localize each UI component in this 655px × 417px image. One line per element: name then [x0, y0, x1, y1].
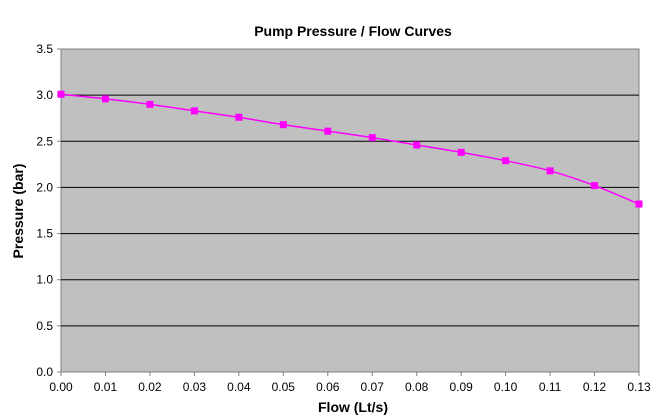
- x-tick-label: 0.06: [316, 380, 340, 394]
- x-tick-label: 0.00: [49, 380, 73, 394]
- data-point-marker: [413, 141, 421, 149]
- y-tick-label: 3.0: [36, 88, 53, 102]
- x-tick-label: 0.03: [183, 380, 207, 394]
- x-tick-label: 0.08: [405, 380, 429, 394]
- x-tick-label: 0.04: [227, 380, 251, 394]
- series-layer: [57, 90, 643, 208]
- y-tick-label: 0.5: [36, 319, 53, 333]
- data-point-marker: [235, 113, 243, 121]
- data-point-marker: [591, 182, 599, 190]
- data-point-marker: [457, 148, 465, 156]
- chart-title: Pump Pressure / Flow Curves: [254, 23, 452, 39]
- x-tick-label: 0.05: [272, 380, 296, 394]
- data-point-marker: [546, 167, 554, 175]
- y-axis-ticks: 0.0 0.5 1.0 1.5 2.0 2.5 3.0 3.5: [36, 42, 61, 379]
- data-point-marker: [146, 100, 154, 108]
- plot-area: [60, 48, 640, 373]
- x-tick-label: 0.01: [94, 380, 118, 394]
- data-point-marker: [368, 134, 376, 142]
- x-tick-label: 0.09: [449, 380, 473, 394]
- x-tick-label: 0.12: [583, 380, 607, 394]
- y-tick-label: 2.5: [36, 134, 53, 148]
- x-tick-label: 0.11: [539, 380, 562, 394]
- x-axis-label: Flow (Lt/s): [318, 399, 388, 415]
- data-point-marker: [57, 90, 65, 98]
- y-tick-label: 1.5: [36, 227, 53, 241]
- x-tick-label: 0.07: [361, 380, 385, 394]
- y-tick-label: 2.0: [36, 180, 53, 194]
- y-axis-label: Pressure (bar): [10, 164, 26, 259]
- data-point-marker: [324, 127, 332, 135]
- data-point-marker: [279, 121, 287, 129]
- y-tick-label: 0.0: [36, 365, 53, 379]
- data-point-marker: [502, 157, 510, 165]
- y-tick-label: 3.5: [36, 42, 53, 56]
- data-point-marker: [101, 95, 109, 103]
- y-tick-label: 1.0: [36, 273, 53, 287]
- data-point-marker: [190, 107, 198, 115]
- x-axis-ticks: 0.00 0.01 0.02 0.03 0.04 0.05 0.06 0.07 0.08 0.09…: [49, 372, 651, 394]
- data-point-marker: [635, 200, 643, 208]
- x-tick-label: 0.13: [627, 380, 651, 394]
- grid-lines: [61, 94, 639, 327]
- x-tick-label: 0.10: [494, 380, 518, 394]
- x-tick-label: 0.02: [138, 380, 162, 394]
- series-line: [60, 93, 640, 205]
